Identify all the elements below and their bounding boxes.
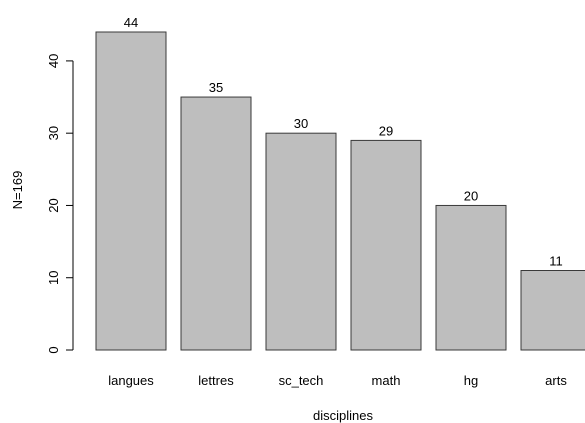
y-axis-title: N=169 (10, 171, 25, 210)
y-tick-label: 40 (46, 54, 61, 68)
y-tick-label: 30 (46, 126, 61, 140)
data-label-lettres: 35 (209, 80, 223, 95)
y-tick-label: 20 (46, 198, 61, 212)
bar-math (350, 139, 422, 351)
category-label-hg: hg (464, 373, 478, 388)
category-label-arts: arts (545, 373, 567, 388)
data-label-arts: 11 (549, 254, 563, 269)
bar-lettres (180, 96, 252, 351)
y-axis: 0 10 20 30 40 (46, 54, 74, 354)
bar-hg (435, 204, 507, 351)
bar-langues (95, 31, 167, 351)
category-label-math: math (372, 373, 401, 388)
bar-arts (520, 270, 585, 351)
category-label-langues: langues (108, 373, 154, 388)
y-tick-label: 10 (46, 270, 61, 284)
x-axis-title: disciplines (313, 408, 373, 423)
data-label-langues: 44 (124, 15, 138, 30)
bar-sc_tech (265, 132, 337, 351)
data-label-hg: 20 (464, 188, 478, 203)
category-label-sc_tech: sc_tech (279, 373, 324, 388)
y-tick-label: 0 (46, 346, 61, 353)
category-labels: langues lettres sc_tech math hg arts (108, 373, 567, 388)
data-labels: 44 35 30 29 20 11 (124, 15, 563, 269)
bars (95, 31, 585, 351)
category-label-lettres: lettres (198, 373, 234, 388)
data-label-sc_tech: 30 (294, 116, 308, 131)
data-label-math: 29 (379, 123, 393, 138)
